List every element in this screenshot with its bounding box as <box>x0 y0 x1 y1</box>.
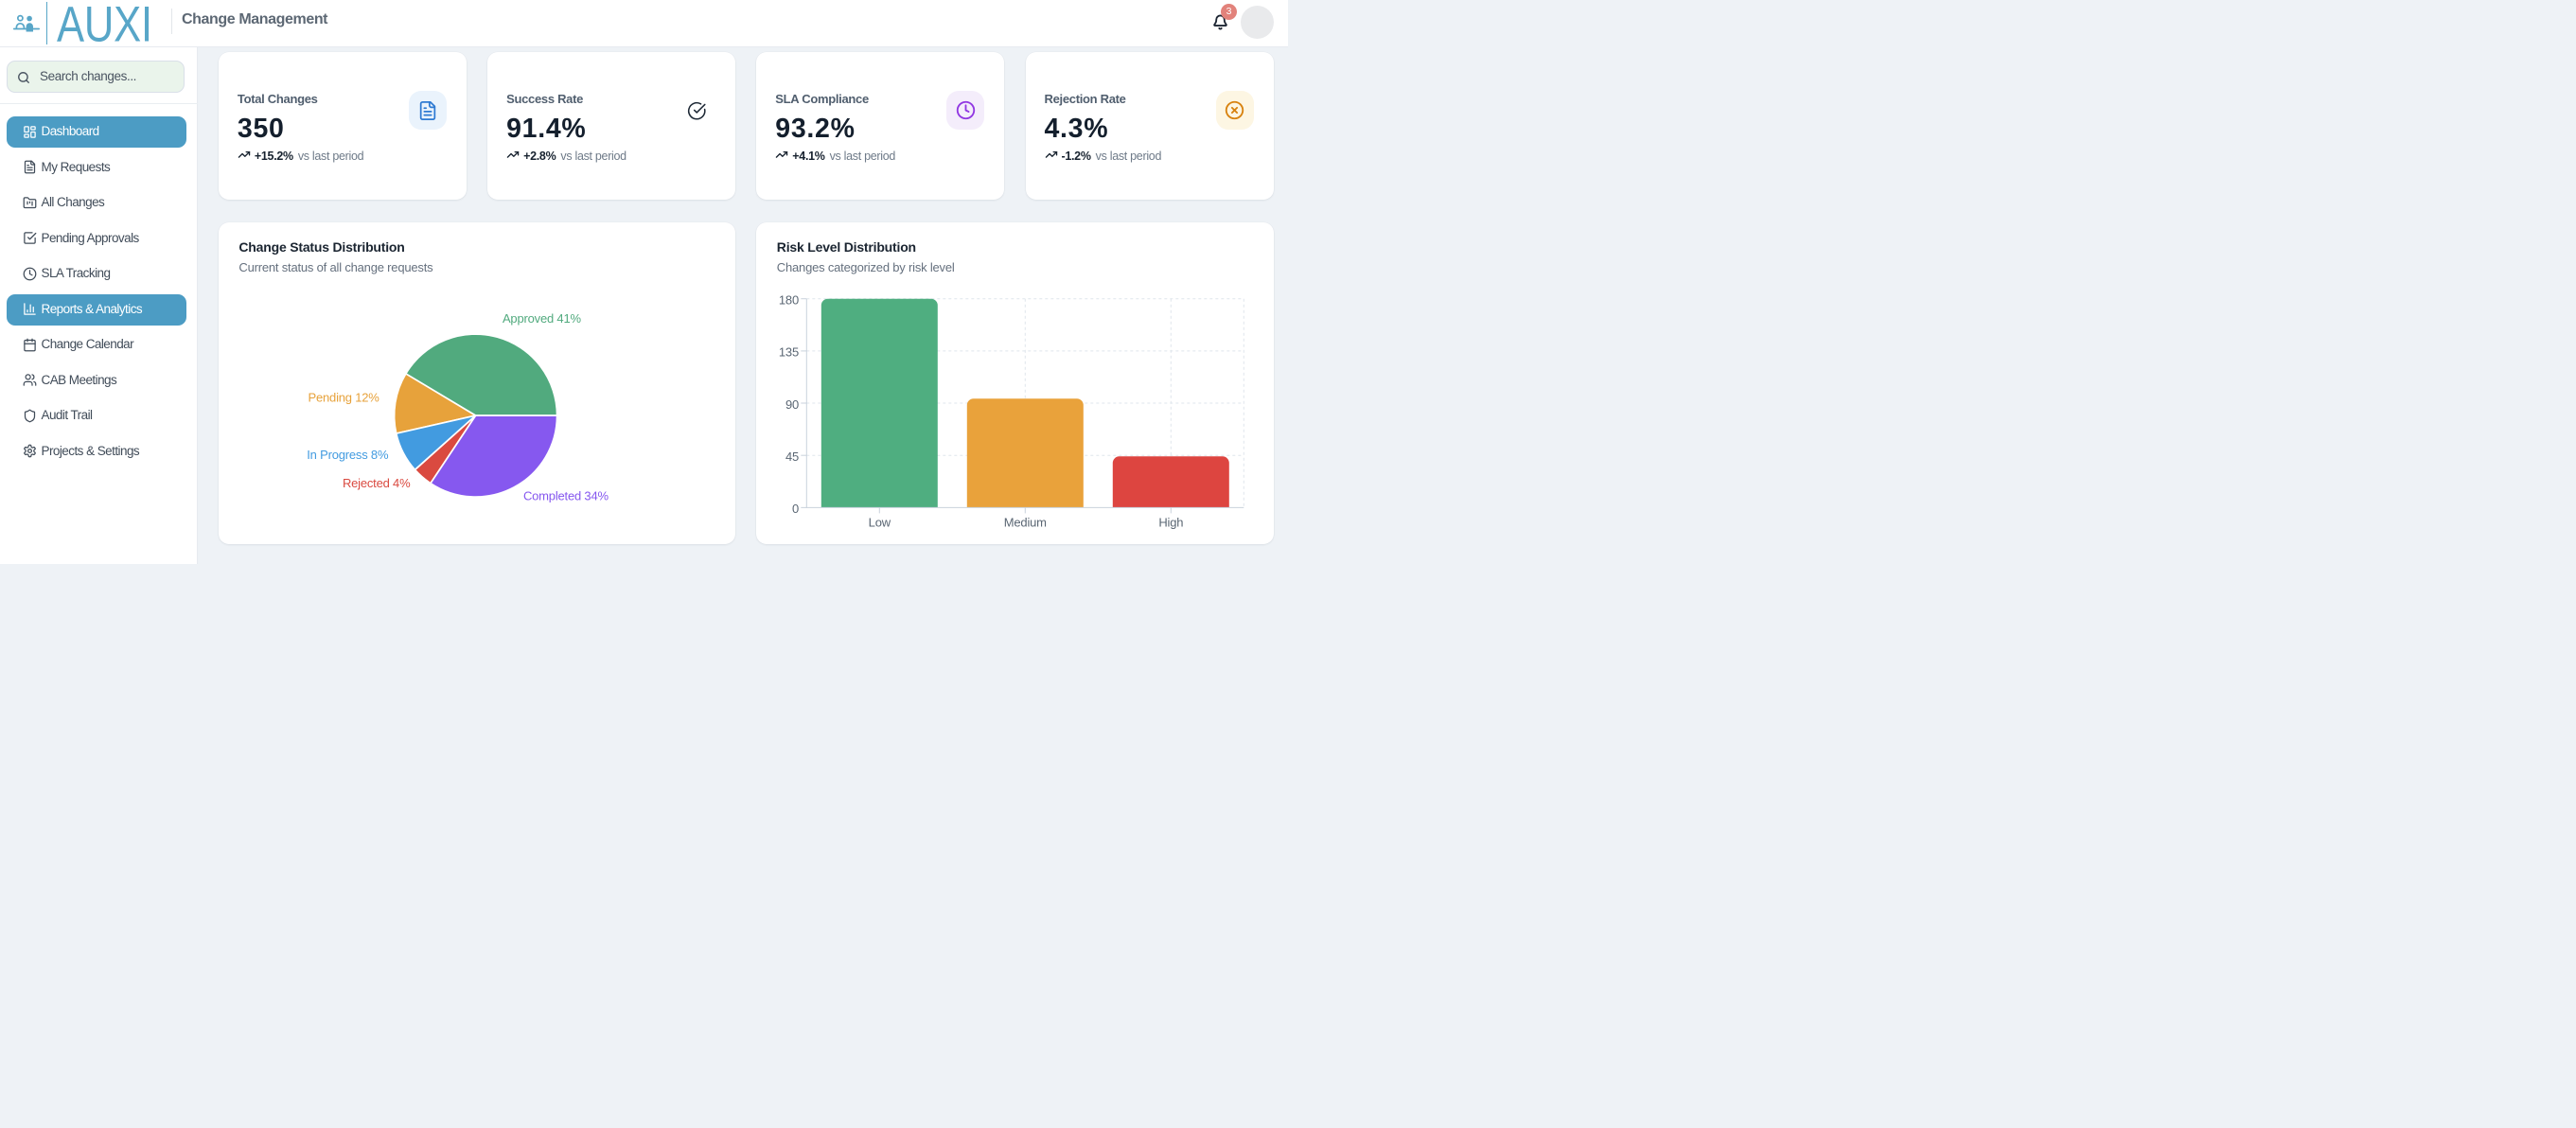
svg-text:Low: Low <box>869 516 891 530</box>
svg-text:Approved 41%: Approved 41% <box>503 311 582 326</box>
svg-text:90: 90 <box>785 397 799 412</box>
svg-text:Medium: Medium <box>1004 516 1047 530</box>
svg-text:0: 0 <box>792 502 799 516</box>
svg-text:Pending 12%: Pending 12% <box>308 391 379 405</box>
svg-text:Completed 34%: Completed 34% <box>523 489 609 503</box>
svg-text:Rejected 4%: Rejected 4% <box>343 476 411 490</box>
svg-text:45: 45 <box>785 449 799 464</box>
svg-text:AUXI: AUXI <box>57 2 152 48</box>
svg-text:180: 180 <box>779 293 799 308</box>
svg-text:135: 135 <box>779 345 799 360</box>
svg-text:High: High <box>1159 516 1184 530</box>
svg-text:In Progress 8%: In Progress 8% <box>307 448 389 462</box>
